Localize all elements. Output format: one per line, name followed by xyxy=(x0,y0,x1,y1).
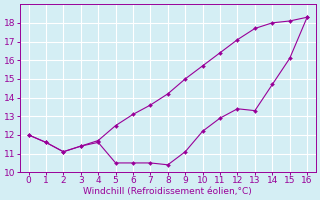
X-axis label: Windchill (Refroidissement éolien,°C): Windchill (Refroidissement éolien,°C) xyxy=(84,187,252,196)
